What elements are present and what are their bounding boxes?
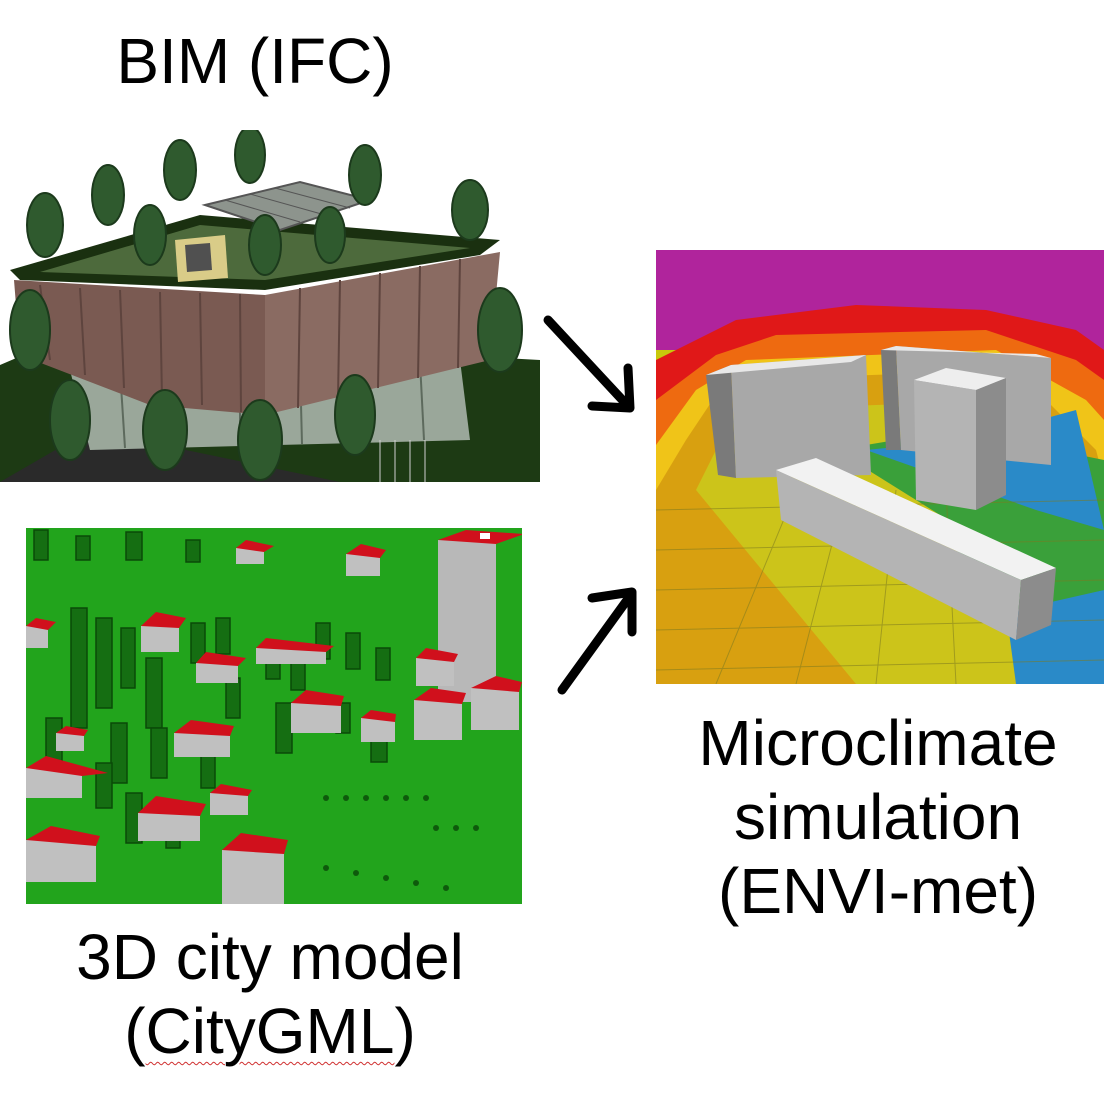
- city-model-image: [26, 528, 522, 904]
- microclimate-simulation-image: [656, 250, 1104, 684]
- simulation-label-line3: (ENVI-met): [718, 855, 1038, 927]
- city-model-label-line2: (CityGML): [0, 994, 540, 1068]
- bim-building-image: [0, 130, 540, 482]
- arrow-down-right-icon: [540, 300, 650, 420]
- paren-open: (: [124, 995, 146, 1067]
- citygml-word: CityGML: [145, 995, 395, 1067]
- paren-close: ): [394, 995, 416, 1067]
- simulation-label-line2: simulation: [733, 781, 1023, 853]
- simulation-label: Microclimate simulation (ENVI-met): [650, 706, 1106, 928]
- simulation-label-line1: Microclimate: [698, 707, 1058, 779]
- bim-label: BIM (IFC): [116, 25, 394, 97]
- arrow-up-right-icon: [548, 578, 648, 698]
- city-model-label-line1: 3D city model: [76, 921, 464, 993]
- city-model-label: 3D city model (CityGML): [0, 920, 540, 1068]
